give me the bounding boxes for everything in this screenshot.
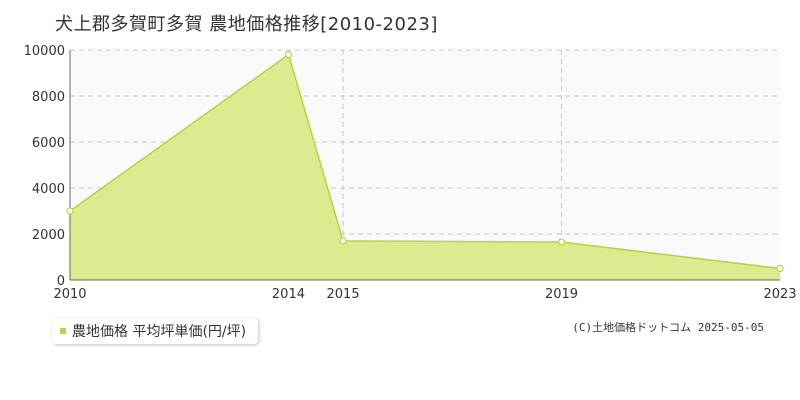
legend-label: 農地価格 平均坪単価(円/坪) [72, 324, 247, 340]
y-tick-label: 4000 [32, 182, 65, 197]
y-tick-label: 0 [57, 274, 65, 289]
series-area [70, 54, 780, 280]
x-tick-label: 2019 [545, 287, 578, 302]
x-tick-label: 2010 [53, 287, 86, 302]
legend-swatch [60, 328, 66, 334]
data-point [284, 50, 293, 59]
y-tick-label: 8000 [32, 90, 65, 105]
chart-title: 犬上郡多賀町多賀 農地価格推移[2010-2023] [55, 14, 438, 35]
x-tick-label: 2014 [272, 287, 305, 302]
y-tick-label: 2000 [32, 228, 65, 243]
data-point [339, 237, 347, 245]
x-tick-label: 2023 [763, 287, 796, 302]
x-tick-label: 2015 [327, 287, 360, 302]
y-tick-label: 6000 [32, 136, 65, 151]
data-point [66, 207, 74, 215]
y-tick-label: 10000 [24, 44, 65, 59]
legend: 農地価格 平均坪単価(円/坪) [52, 318, 259, 344]
copyright-text: (C)土地価格ドットコム 2025-05-05 [572, 321, 764, 334]
data-point [776, 264, 784, 273]
data-point [557, 238, 566, 246]
